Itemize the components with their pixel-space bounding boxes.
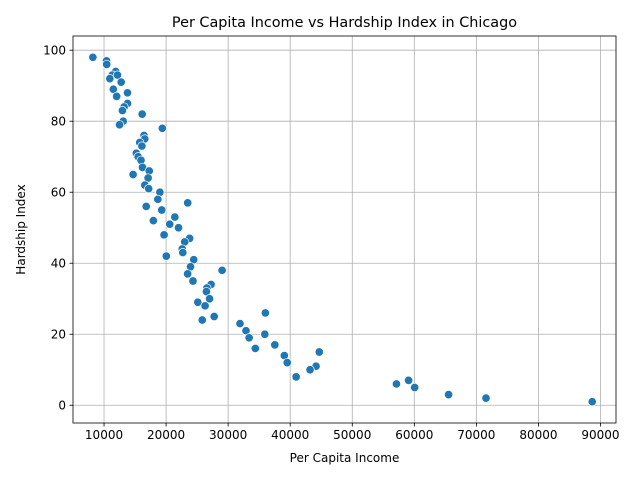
- data-point: [157, 205, 167, 215]
- plot-area-frame: [72, 35, 617, 424]
- data-point: [209, 311, 219, 322]
- data-point: [217, 265, 227, 275]
- data-point: [444, 390, 454, 400]
- x-tick-label: 60000: [395, 428, 433, 442]
- data-point: [410, 382, 420, 393]
- x-tick-label: 70000: [457, 428, 495, 442]
- data-point: [137, 141, 147, 151]
- data-point: [112, 91, 122, 101]
- data-point: [116, 77, 126, 87]
- data-point: [270, 340, 280, 350]
- data-point: [205, 294, 215, 304]
- data-point: [587, 397, 597, 407]
- data-point: [144, 184, 154, 194]
- data-point: [102, 59, 112, 69]
- data-point: [193, 297, 203, 307]
- data-point: [314, 347, 324, 357]
- data-point: [148, 216, 158, 226]
- y-tick-label: 80: [51, 115, 66, 129]
- data-point: [305, 365, 315, 375]
- data-point: [250, 343, 260, 353]
- data-point: [291, 372, 301, 382]
- data-point: [165, 219, 175, 229]
- data-point: [114, 120, 125, 130]
- x-tick-label: 10000: [85, 428, 123, 442]
- data-point: [244, 333, 254, 343]
- y-tick-label: 40: [51, 257, 66, 271]
- y-tick-label: 60: [51, 186, 66, 200]
- data-point: [128, 169, 138, 180]
- data-point: [117, 106, 127, 116]
- data-point: [105, 74, 115, 84]
- data-point: [88, 52, 98, 62]
- data-point: [391, 379, 402, 389]
- data-point: [260, 329, 270, 339]
- data-point: [178, 248, 188, 258]
- data-point: [404, 375, 414, 385]
- x-axis-label: Per Capita Income: [290, 451, 400, 465]
- data-point: [112, 70, 123, 80]
- data-point: [197, 315, 207, 325]
- y-tick-label: 100: [43, 44, 66, 58]
- data-point: [153, 194, 163, 204]
- data-point: [183, 198, 193, 208]
- grid: [73, 36, 616, 423]
- y-tick-label: 0: [58, 399, 66, 413]
- data-point: [137, 109, 147, 119]
- x-tick-label: 40000: [271, 428, 309, 442]
- data-points: [88, 52, 597, 407]
- x-tick-label: 50000: [333, 428, 371, 442]
- data-point: [282, 358, 292, 368]
- data-point: [481, 393, 491, 403]
- data-point: [159, 230, 169, 240]
- y-axis-label: Hardship Index: [14, 184, 28, 274]
- x-tick-label: 30000: [209, 428, 247, 442]
- data-point: [183, 269, 193, 279]
- data-point: [173, 223, 184, 233]
- data-point: [170, 212, 180, 222]
- x-tick-label: 90000: [581, 428, 619, 442]
- data-point: [200, 301, 210, 311]
- chart-title: Per Capita Income vs Hardship Index in C…: [172, 15, 517, 31]
- data-point: [157, 123, 167, 133]
- data-point: [122, 88, 133, 98]
- data-point: [235, 319, 245, 329]
- x-tick-label: 80000: [519, 428, 557, 442]
- data-point: [260, 308, 270, 318]
- axis-ticks: 10000 20000 30000 40000 50000 60000 70000 80000…: [43, 44, 619, 442]
- y-tick-label: 20: [51, 328, 66, 342]
- data-point: [188, 276, 198, 286]
- x-tick-label: 20000: [147, 428, 185, 442]
- data-point: [161, 251, 171, 261]
- data-point: [141, 201, 151, 211]
